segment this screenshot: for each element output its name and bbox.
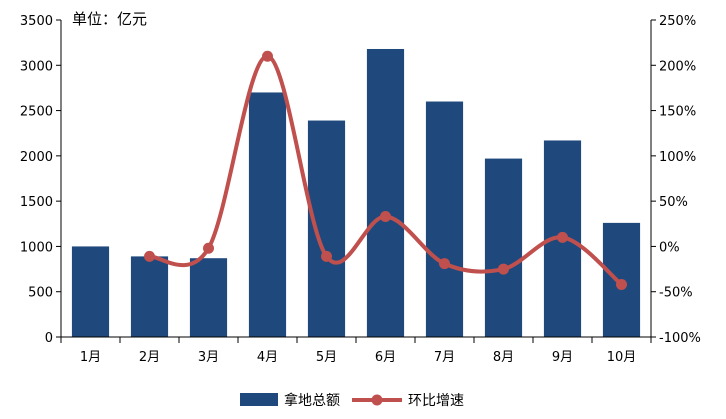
right-tick-label: 150%: [659, 105, 696, 120]
right-tick-label: -50%: [659, 286, 693, 301]
left-tick-label: 1000: [20, 240, 53, 255]
left-tick-label: 1500: [20, 195, 53, 210]
x-tick-label: 3月: [198, 350, 219, 365]
left-tick-label: 3500: [20, 14, 53, 29]
bar-series: [71, 48, 641, 338]
right-tick-label: -100%: [659, 331, 701, 346]
line-point: [616, 278, 627, 290]
right-y-axis: -100% -50% 0% 50% 100% 150% 200% 250%: [650, 14, 701, 346]
bar: [425, 101, 464, 337]
left-tick-label: 500: [28, 286, 53, 301]
legend-bar-swatch: [240, 393, 278, 406]
line-point: [498, 263, 509, 275]
x-tick-label: 10月: [607, 350, 637, 365]
line-point: [203, 242, 214, 254]
x-tick-label: 7月: [434, 350, 455, 365]
bar: [189, 258, 228, 337]
right-tick-label: 0%: [659, 240, 680, 255]
left-tick-label: 2500: [20, 105, 53, 120]
line-point: [439, 258, 450, 270]
line-point: [144, 250, 155, 262]
left-tick-label: 2000: [20, 150, 53, 165]
right-tick-label: 100%: [659, 150, 696, 165]
line-point: [321, 250, 332, 262]
right-tick-label: 50%: [659, 195, 688, 210]
x-tick-label: 5月: [316, 350, 337, 365]
line-point: [380, 211, 391, 223]
bar: [484, 158, 523, 337]
right-tick-label: 200%: [659, 59, 696, 74]
bar: [130, 256, 169, 337]
bar: [366, 48, 405, 338]
legend: 拿地总额 环比增速: [240, 392, 464, 409]
line-point: [557, 231, 568, 243]
legend-line-marker: [371, 394, 383, 406]
legend-bar-label: 拿地总额: [284, 392, 340, 409]
growth-line: [147, 54, 624, 287]
x-tick-label: 6月: [375, 350, 396, 365]
bar: [248, 92, 287, 337]
x-tick-label: 2月: [139, 350, 160, 365]
x-tick-label: 4月: [257, 350, 278, 365]
legend-line-label: 环比增速: [408, 393, 464, 409]
left-y-axis: 0 500 1000 1500 2000 2500 3000 3500: [20, 14, 62, 346]
line-point: [262, 50, 273, 62]
bar: [71, 246, 110, 337]
bar: [307, 120, 346, 337]
right-tick-label: 250%: [659, 14, 696, 29]
left-tick-label: 3000: [20, 59, 53, 74]
x-tick-label: 1月: [80, 350, 101, 365]
x-tick-label: 9月: [552, 350, 573, 365]
left-tick-label: 0: [45, 331, 53, 346]
line-series: [144, 50, 627, 290]
unit-label: 单位：亿元: [72, 10, 147, 28]
x-axis: 1月 2月 3月 4月 5月 6月 7月 8月 9月 10月: [60, 336, 652, 365]
x-tick-label: 8月: [493, 350, 514, 365]
